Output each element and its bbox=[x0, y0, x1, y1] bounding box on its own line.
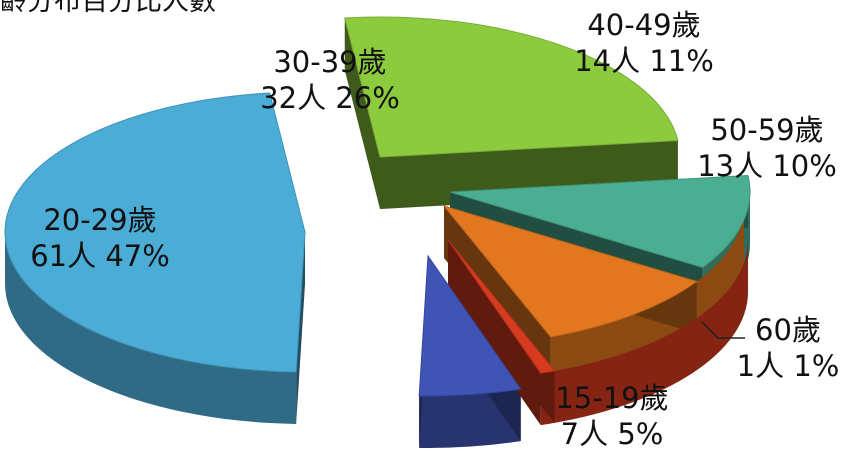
label-value-1519: 7人 5% bbox=[561, 417, 664, 451]
slice-2029 bbox=[4, 92, 306, 373]
slice-4049 bbox=[449, 175, 751, 269]
label-category-3039: 30-39歲 bbox=[273, 45, 386, 79]
slice-cut-2029-0 bbox=[296, 232, 305, 424]
slice-3039 bbox=[344, 16, 679, 158]
label-value-3039: 32人 26% bbox=[260, 81, 400, 115]
label-2029: 20-29歲 61人 47% bbox=[30, 203, 170, 273]
label-3039: 30-39歲 32人 26% bbox=[260, 45, 400, 115]
slice-side-60 bbox=[540, 240, 748, 426]
label-category-4049: 40-49歲 bbox=[587, 8, 700, 42]
label-1519: 15-19歲 7人 5% bbox=[555, 381, 668, 451]
label-value-4049: 14人 11% bbox=[574, 44, 714, 78]
leader-line-60 bbox=[701, 321, 745, 339]
chart-title: 年齡分布百分比人數 bbox=[0, 0, 216, 17]
slice-cut-3039-0 bbox=[344, 17, 380, 210]
label-60: 60歲 1人 1% bbox=[737, 313, 840, 383]
slice-labels: 15-19歲 7人 5% 20-29歲 61人 47% 30-39歲 32人 26% 40-… bbox=[30, 8, 839, 451]
slice-60 bbox=[447, 239, 556, 374]
label-category-1519: 15-19歲 bbox=[555, 381, 668, 415]
label-category-60: 60歲 bbox=[755, 313, 821, 347]
slice-1519 bbox=[418, 254, 522, 397]
label-category-2029: 20-29歲 bbox=[43, 203, 156, 237]
label-5059: 50-59歲 13人 10% bbox=[697, 113, 837, 183]
label-value-60: 1人 1% bbox=[737, 349, 840, 383]
label-4049: 40-49歲 14人 11% bbox=[574, 8, 714, 78]
slice-side-2029 bbox=[5, 232, 297, 424]
slice-tops bbox=[4, 16, 751, 397]
slice-cut-60-1 bbox=[448, 240, 541, 426]
label-value-5059: 13人 10% bbox=[697, 149, 837, 183]
slice-side-5059 bbox=[550, 206, 744, 389]
slice-5059 bbox=[442, 205, 698, 338]
label-value-2029: 61人 47% bbox=[30, 239, 170, 273]
label-category-5059: 50-59歲 bbox=[710, 113, 823, 147]
